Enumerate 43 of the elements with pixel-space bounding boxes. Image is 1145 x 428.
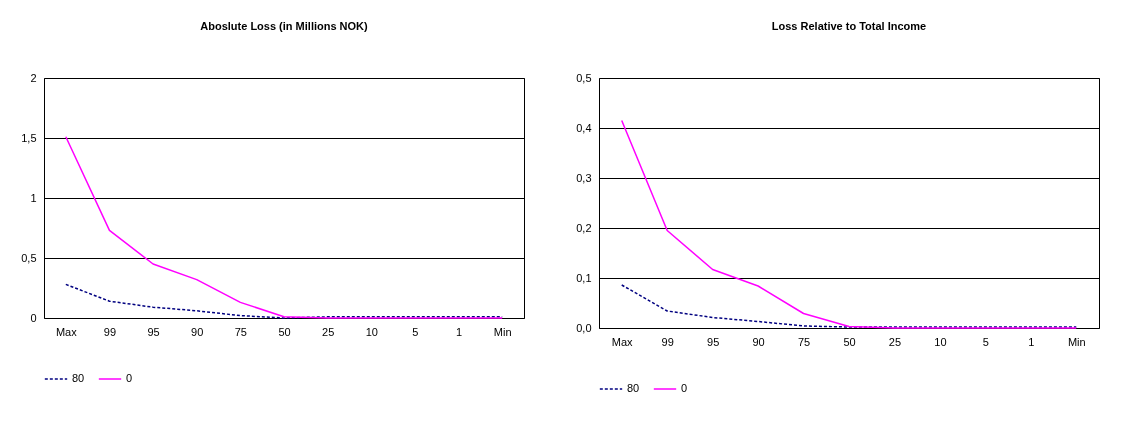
x-tick-label: Min (1067, 335, 1086, 348)
y-tick-label: 2 (30, 71, 37, 84)
x-tick-label: 99 (661, 335, 674, 348)
legend-label: 0 (681, 382, 688, 394)
x-tick-label: 25 (888, 335, 902, 348)
x-tick-label: 95 (707, 335, 720, 348)
x-tick-label: 50 (843, 335, 856, 348)
x-tick-label: 5 (982, 335, 989, 348)
line-series (620, 284, 1078, 328)
x-tick-label: Max (55, 325, 78, 338)
chart-title: Aboslute Loss (in Millions NOK) (200, 20, 369, 32)
x-tick-label: 1 (1028, 335, 1035, 348)
line-series (65, 136, 503, 319)
x-tick-label: 90 (752, 335, 765, 348)
x-tick-label: 10 (365, 325, 378, 338)
x-tick-label: 5 (412, 325, 419, 338)
x-tick-label: 90 (191, 325, 204, 338)
y-tick-label: 0,3 (576, 171, 592, 184)
x-tick-label: 50 (278, 325, 291, 338)
x-tick-label: Max (611, 335, 634, 348)
y-tick-label: 0 (30, 311, 37, 324)
x-tick-label: 95 (147, 325, 160, 338)
x-tick-label: 75 (234, 325, 247, 338)
line-series (65, 283, 503, 319)
y-tick-label: 0,4 (576, 121, 592, 134)
legend-label: 80 (627, 382, 640, 394)
chart-title: Loss Relative to Total Income (771, 20, 927, 32)
x-tick-label: 99 (103, 325, 117, 338)
line-series (620, 119, 1078, 329)
x-tick-label: 1 (455, 325, 463, 338)
y-tick-label: 0,0 (576, 321, 592, 334)
y-tick-label: 0,5 (576, 71, 592, 84)
y-tick-label: 0,2 (576, 221, 592, 234)
y-tick-label: 1,5 (21, 131, 37, 144)
legend-label: 0 (126, 372, 133, 384)
x-tick-label: 10 (934, 335, 947, 348)
y-tick-label: 1 (30, 191, 37, 204)
x-tick-label: Min (493, 325, 512, 338)
legend-label: 80 (72, 372, 85, 384)
y-tick-label: 0,1 (576, 271, 592, 284)
y-tick-label: 0,5 (21, 251, 37, 264)
x-tick-label: 25 (322, 325, 335, 338)
x-tick-label: 75 (797, 335, 811, 348)
